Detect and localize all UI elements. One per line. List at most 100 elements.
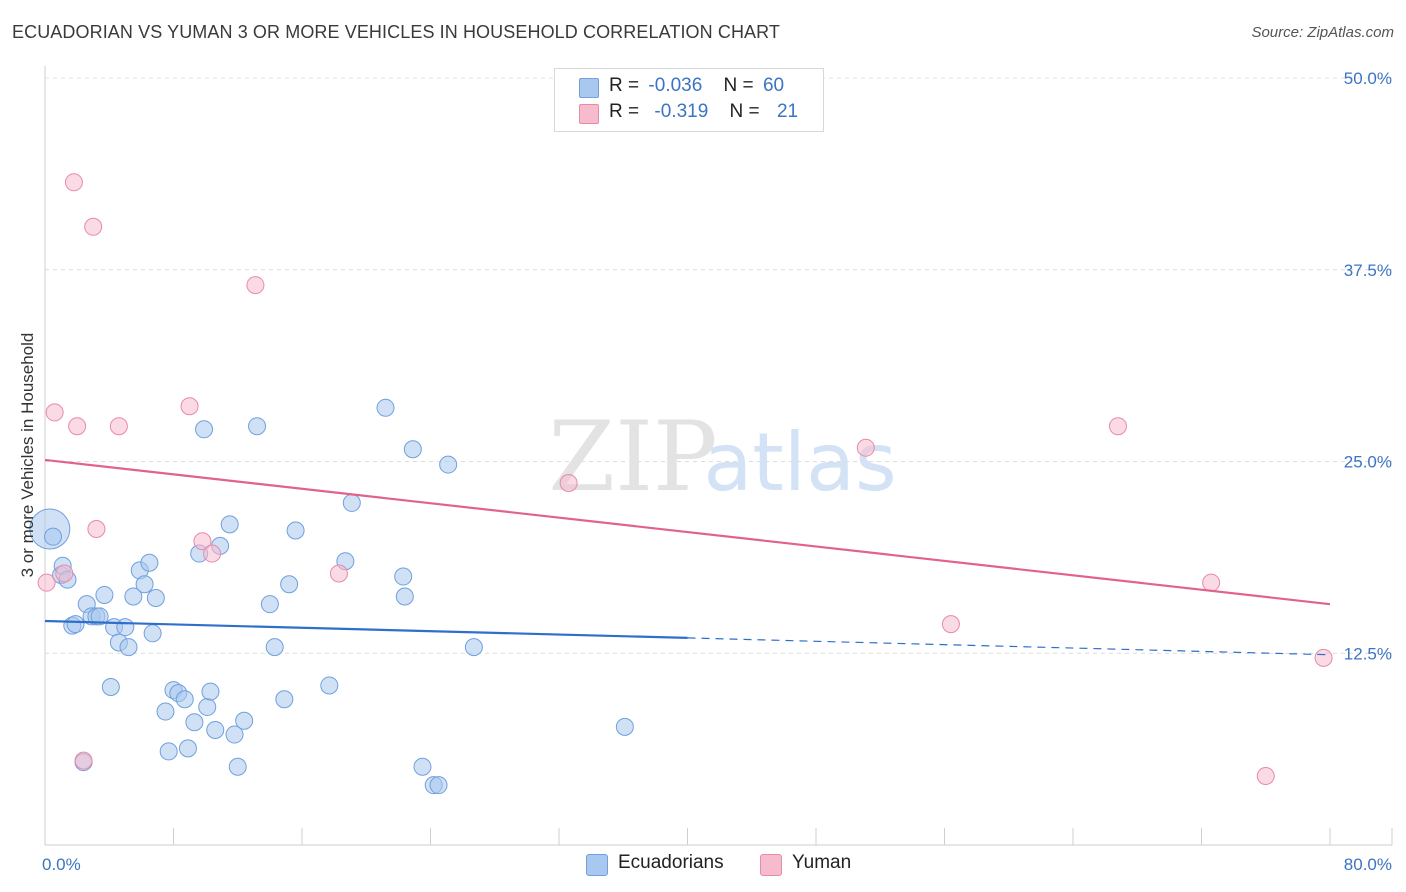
legend-label: Yuman: [792, 852, 852, 873]
chart-title: ECUADORIAN VS YUMAN 3 OR MORE VEHICLES I…: [12, 22, 781, 42]
ecuadorians-trendline-extension: [687, 637, 1331, 656]
points-layer: [29, 173, 1333, 795]
n-label: N =: [729, 101, 760, 122]
ecuadorians-point: [116, 618, 135, 637]
ecuadorians-point: [201, 682, 220, 701]
watermark: ZIP atlas: [548, 401, 896, 513]
yuman-point: [246, 276, 265, 295]
yuman-point: [74, 751, 93, 770]
yuman-point: [45, 403, 64, 422]
watermark-zip: ZIP: [548, 401, 717, 513]
grid-layer: [45, 77, 1392, 654]
ecuadorians-point: [101, 677, 120, 696]
y-tick-label: 50.0%: [1344, 69, 1392, 88]
yuman-point: [1314, 648, 1333, 667]
n-value: 60: [762, 75, 785, 96]
ecuadorians-point: [159, 742, 178, 761]
y-tick-label: 12.5%: [1344, 644, 1392, 663]
ecuadorians-point: [195, 420, 214, 439]
source-label: Source: ZipAtlas.com: [1251, 24, 1394, 41]
yuman-point: [856, 438, 875, 457]
ecuadorians-point: [429, 776, 448, 795]
yuman-point: [1108, 417, 1127, 436]
ecuadorians-point: [395, 587, 414, 606]
yuman-point: [87, 519, 106, 538]
ecuadorians-point: [198, 697, 217, 716]
yuman-point: [64, 173, 83, 192]
n-label: N =: [723, 75, 754, 96]
ecuadorians-point: [44, 527, 63, 546]
yuman-point: [55, 564, 74, 583]
ecuadorians-point: [146, 589, 165, 608]
ecuadorians-point: [206, 720, 225, 739]
yuman-point: [109, 417, 128, 436]
legend-label: Ecuadorians: [618, 852, 724, 873]
ecuadorians-point: [228, 757, 247, 776]
ecuadorians-legend-swatch: [586, 854, 608, 876]
ecuadorians-point: [225, 725, 244, 744]
trend-layer: [44, 458, 1331, 656]
ecuadorians-point: [66, 615, 85, 634]
ecuadorians-point: [403, 440, 422, 459]
yuman-point: [941, 615, 960, 634]
y-tick-label: 37.5%: [1344, 261, 1392, 280]
yuman-point: [1256, 766, 1275, 785]
yuman-point: [84, 217, 103, 236]
ecuadorians-point: [140, 553, 159, 572]
yuman-point: [1202, 573, 1221, 592]
ecuadorians-point: [413, 757, 432, 776]
y-tick-label: 25.0%: [1344, 453, 1392, 472]
axis-layer: [44, 66, 1393, 846]
watermark-atlas: atlas: [703, 416, 896, 509]
ecuadorians-point: [615, 717, 634, 736]
ecuadorians-point: [394, 567, 413, 586]
ecuadorians-trendline: [44, 619, 688, 640]
r-value: -0.319: [654, 101, 709, 122]
ecuadorians-point: [286, 521, 305, 540]
ecuadorians-point: [175, 690, 194, 709]
yuman-point: [68, 417, 87, 436]
r-value: -0.036: [648, 75, 703, 96]
ecuadorians-point: [178, 739, 197, 758]
yuman-point: [203, 544, 222, 563]
ecuadorians-point: [275, 690, 294, 709]
yuman-point: [193, 532, 212, 551]
ecuadorians-point: [280, 575, 299, 594]
ecuadorians-point: [342, 493, 361, 512]
ecuadorians-point: [235, 711, 254, 730]
ecuadorians-point: [135, 575, 154, 594]
ecuadorians-point: [124, 587, 143, 606]
ecuadorians-point: [260, 595, 279, 614]
ecuadorians-point: [376, 398, 395, 417]
legend-item-yuman[interactable]: Yuman: [760, 852, 870, 876]
r-label: R =: [609, 75, 640, 96]
ecuadorians-point: [248, 417, 267, 436]
n-value: 21: [776, 101, 799, 122]
ecuadorians-point: [119, 638, 138, 657]
ecuadorians-point: [156, 702, 175, 721]
yuman-swatch: [579, 104, 599, 124]
ecuadorians-swatch: [579, 78, 599, 98]
correlation-box: R = -0.036 N = 60 R = -0.319 N = 21: [554, 68, 824, 132]
ecuadorians-point: [185, 713, 204, 732]
ecuadorians-point: [439, 455, 458, 474]
yuman-legend-swatch: [760, 854, 782, 876]
ecuadorians-point: [220, 515, 239, 534]
yuman-point: [329, 564, 348, 583]
ecuadorians-point: [90, 607, 109, 626]
ecuadorians-point: [95, 585, 114, 604]
r-label: R =: [609, 101, 640, 122]
ecuadorians-point: [265, 638, 284, 657]
x-tick-label: 80.0%: [1344, 855, 1392, 874]
ecuadorians-point: [143, 624, 162, 643]
legend-item-ecuadorians[interactable]: Ecuadorians: [586, 852, 736, 876]
x-tick-label: 0.0%: [42, 855, 81, 874]
ecuadorians-point: [320, 676, 339, 695]
y-axis-label: 3 or more Vehicles in Household: [18, 332, 37, 578]
yuman-point: [559, 473, 578, 492]
yuman-point: [37, 573, 56, 592]
tick-labels: 12.5% 25.0% 37.5% 50.0% 0.0% 80.0%: [42, 69, 1392, 874]
yuman-trendline: [44, 458, 1331, 606]
ecuadorians-point: [464, 638, 483, 657]
